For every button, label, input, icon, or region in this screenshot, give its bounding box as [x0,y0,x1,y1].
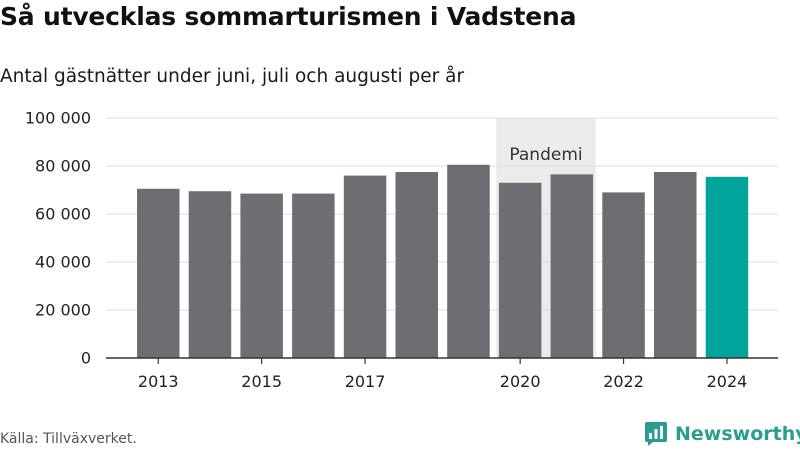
bar [292,193,335,358]
bar [602,192,645,358]
chat-bubble-bar-chart-icon [645,422,667,446]
bar [395,172,438,358]
bar [137,188,180,358]
x-tick-label: 2017 [345,372,386,391]
bar [240,193,283,358]
x-tick-label: 2022 [603,372,644,391]
bar [498,182,542,358]
bar [447,164,490,358]
chart-title: Så utvecklas sommarturismen i Vadstena [0,2,577,31]
bar [550,174,594,358]
bar [654,172,697,358]
x-tick-label: 2020 [500,372,541,391]
y-tick-label: 0 [81,349,91,368]
source-note: Källa: Tillväxverket. [0,431,137,447]
y-tick-label: 40 000 [35,253,91,272]
x-tick-label: 2015 [241,372,282,391]
bar [343,175,387,358]
brand-name: Newsworthy [675,423,800,445]
chart-subtitle: Antal gästnätter under juni, juli och au… [0,66,465,87]
y-tick-label: 80 000 [35,157,91,176]
annotation-label: Pandemi [509,145,582,165]
y-tick-label: 60 000 [35,205,91,224]
x-tick-label: 2013 [138,372,179,391]
y-tick-label: 100 000 [25,109,91,128]
y-tick-label: 20 000 [35,301,91,320]
bar [705,176,749,358]
brand-logo: Newsworthy [644,420,800,448]
x-tick-label: 2024 [707,372,748,391]
bar [188,191,232,358]
